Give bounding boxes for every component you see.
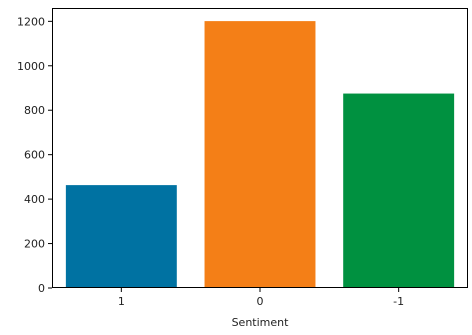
bars-layer [65,21,455,288]
plot-frame [52,8,468,288]
x-tick-label: 1 [118,295,125,308]
bar-0 [204,21,316,288]
x-tick-label: 0 [257,295,264,308]
y-tick-label: 1000 [17,60,45,73]
x-tick-label: -1 [393,295,404,308]
y-tick-label: 400 [24,193,45,206]
y-axis: 0 200 400 600 800 1000 1200 [17,15,52,295]
x-axis: 1 0 -1 [118,288,404,308]
y-tick-label: 800 [24,104,45,117]
y-tick-label: 0 [38,282,45,295]
y-tick-label: 600 [24,149,45,162]
y-tick-label: 1200 [17,15,45,28]
y-tick-label: 200 [24,238,45,251]
bar--1 [343,93,455,288]
x-axis-label: Sentiment [232,316,290,329]
bar-1 [65,185,177,288]
